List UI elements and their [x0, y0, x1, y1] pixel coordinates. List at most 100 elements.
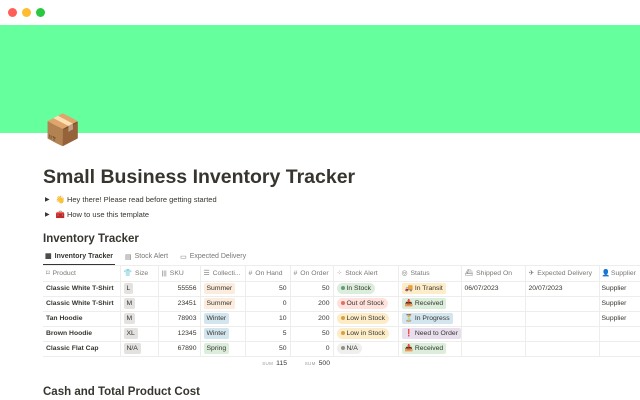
- stock-alert-cell[interactable]: Low in Stock: [333, 326, 399, 342]
- collection-cell[interactable]: Summer: [200, 281, 246, 297]
- expected-delivery-cell[interactable]: [525, 326, 600, 342]
- stock-alert-cell[interactable]: Out of Stock: [333, 296, 399, 312]
- size-tag: L: [123, 283, 134, 294]
- status-dot-icon: [340, 346, 345, 351]
- size-cell[interactable]: XL: [120, 326, 159, 342]
- sum-label: SUM: [304, 361, 316, 367]
- cover-image[interactable]: [0, 25, 640, 133]
- column-header[interactable]: ✈ Expected Delivery: [525, 266, 600, 282]
- shipped-on-cell[interactable]: [461, 341, 526, 357]
- toggle-how-to-use[interactable]: ▶ 🧰 How to use this template: [45, 210, 149, 219]
- column-header[interactable]: 👕 Size: [120, 266, 159, 282]
- on-hand-cell[interactable]: 10: [245, 311, 291, 327]
- sku-cell[interactable]: 23451: [158, 296, 201, 312]
- stock-alert-label: Low in Stock: [346, 315, 386, 322]
- size-cell[interactable]: M: [120, 311, 159, 327]
- status-cell[interactable]: ❗ Need to Order: [398, 326, 462, 342]
- shipped-on-cell[interactable]: [461, 326, 526, 342]
- collection-cell[interactable]: Spring: [200, 341, 246, 357]
- tab-expected-delivery[interactable]: ▭ Expected Delivery: [178, 251, 248, 265]
- sku-cell[interactable]: 55556: [158, 281, 201, 297]
- sku-cell[interactable]: 67890: [158, 341, 201, 357]
- stock-alert-cell[interactable]: In Stock: [333, 281, 399, 297]
- column-header[interactable]: # On Order: [290, 266, 334, 282]
- column-type-icon: ◎: [401, 270, 408, 278]
- status-cell[interactable]: 📥 Received: [398, 296, 462, 312]
- column-header[interactable]: ⛴ Shipped On: [461, 266, 526, 282]
- size-cell[interactable]: L: [120, 281, 159, 297]
- collection-cell[interactable]: Summer: [200, 296, 246, 312]
- column-header[interactable]: ⁘ Stock Alert: [333, 266, 399, 282]
- collection-cell[interactable]: Winter: [200, 311, 246, 327]
- stock-alert-badge: Out of Stock: [336, 298, 388, 309]
- collection-tag: Summer: [203, 283, 236, 294]
- sku-cell[interactable]: 78903: [158, 311, 201, 327]
- sku-cell[interactable]: 12345: [158, 326, 201, 342]
- size-tag: XL: [123, 328, 138, 339]
- supplier-cell[interactable]: [599, 326, 640, 342]
- product-cell[interactable]: Classic White T-Shirt: [43, 281, 121, 297]
- column-type-icon: ☰: [203, 270, 210, 278]
- size-cell[interactable]: M: [120, 296, 159, 312]
- column-label: On Hand: [255, 269, 283, 277]
- tab-inventory-tracker[interactable]: ▦ Inventory Tracker: [43, 251, 115, 265]
- collection-cell[interactable]: Winter: [200, 326, 246, 342]
- column-header[interactable]: ⌑ Product: [43, 266, 121, 282]
- expected-delivery-cell[interactable]: [525, 296, 600, 312]
- on-order-cell[interactable]: 50: [290, 326, 334, 342]
- column-header[interactable]: # On Hand: [245, 266, 291, 282]
- minimize-button[interactable]: [22, 8, 31, 17]
- on-order-cell[interactable]: 0: [290, 341, 334, 357]
- column-type-icon: ⛴: [464, 270, 474, 278]
- column-header[interactable]: 👤Supplier: [599, 266, 640, 282]
- stock-alert-cell[interactable]: Low in Stock: [333, 311, 399, 327]
- maximize-button[interactable]: [36, 8, 45, 17]
- product-cell[interactable]: Tan Hoodie: [43, 311, 121, 327]
- column-header[interactable]: ◎ Status: [398, 266, 462, 282]
- triangle-right-icon[interactable]: ▶: [45, 197, 50, 203]
- on-hand-sum[interactable]: SUM 115: [245, 356, 290, 371]
- status-cell[interactable]: 📥 Received: [398, 341, 462, 357]
- supplier-cell[interactable]: Supplier: [599, 296, 640, 312]
- product-cell[interactable]: Brown Hoodie: [43, 326, 121, 342]
- toggle-getting-started[interactable]: ▶ 👋 Hey there! Please read before getting …: [45, 195, 217, 204]
- on-hand-cell[interactable]: 5: [245, 326, 291, 342]
- on-order-sum[interactable]: SUM 500: [290, 356, 333, 371]
- supplier-cell[interactable]: [599, 341, 640, 357]
- on-order-cell[interactable]: 200: [290, 296, 334, 312]
- package-icon[interactable]: 📦: [44, 114, 82, 147]
- shipped-on-cell[interactable]: [461, 311, 526, 327]
- column-header[interactable]: ☰ Collecti...: [200, 266, 246, 282]
- expected-delivery-cell[interactable]: 20/07/2023: [525, 281, 600, 297]
- triangle-right-icon[interactable]: ▶: [45, 212, 50, 218]
- tab-stock-alert[interactable]: ▤ Stock Alert: [123, 251, 170, 265]
- table-row[interactable]: Tan Hoodie M 78903 Winter 10 200 Low in …: [43, 311, 640, 327]
- table-row[interactable]: Classic White T-Shirt M 23451 Summer 0 2…: [43, 296, 640, 312]
- expected-delivery-cell[interactable]: [525, 311, 600, 327]
- collection-tag: Summer: [203, 298, 236, 309]
- close-button[interactable]: [8, 8, 17, 17]
- on-order-cell[interactable]: 200: [290, 311, 334, 327]
- product-cell[interactable]: Classic Flat Cap: [43, 341, 121, 357]
- shipped-on-cell[interactable]: [461, 296, 526, 312]
- stock-alert-cell[interactable]: N/A: [333, 341, 399, 357]
- supplier-cell[interactable]: Supplier: [599, 281, 640, 297]
- on-hand-cell[interactable]: 50: [245, 281, 291, 297]
- status-cell[interactable]: 🚚 In Transit: [398, 281, 462, 297]
- column-header[interactable]: ||| SKU: [158, 266, 201, 282]
- table-row[interactable]: Classic White T-Shirt L 55556 Summer 50 …: [43, 281, 640, 297]
- supplier-cell[interactable]: Supplier: [599, 311, 640, 327]
- size-cell[interactable]: N/A: [120, 341, 159, 357]
- table-row[interactable]: Classic Flat Cap N/A 67890 Spring 50 0 N…: [43, 341, 640, 357]
- shipped-on-cell[interactable]: 06/07/2023: [461, 281, 526, 297]
- on-hand-cell[interactable]: 50: [245, 341, 291, 357]
- expected-delivery-cell[interactable]: [525, 341, 600, 357]
- status-cell[interactable]: ⏳ In Progress: [398, 311, 462, 327]
- product-cell[interactable]: Classic White T-Shirt: [43, 296, 121, 312]
- table-row[interactable]: Brown Hoodie XL 12345 Winter 5 50 Low in…: [43, 326, 640, 342]
- on-order-cell[interactable]: 50: [290, 281, 334, 297]
- column-type-icon: ⌑: [46, 270, 50, 278]
- sum-value: 115: [276, 360, 287, 368]
- on-hand-cell[interactable]: 0: [245, 296, 291, 312]
- view-icon: ▤: [125, 253, 132, 261]
